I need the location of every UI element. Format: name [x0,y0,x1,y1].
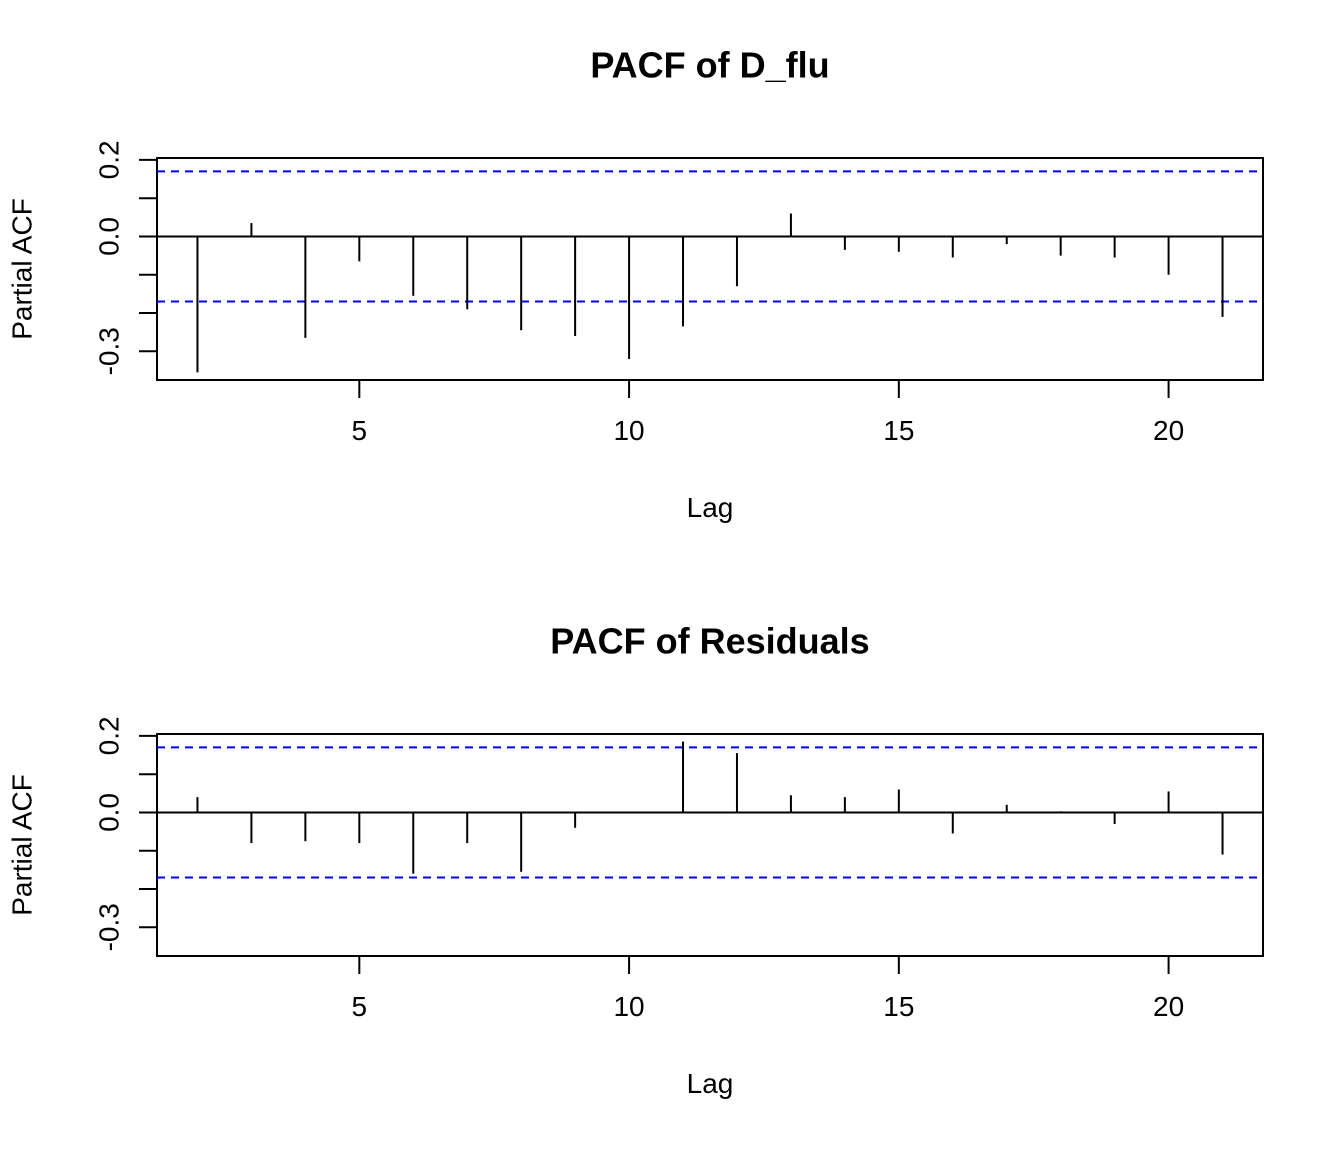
x-tick-label: 15 [883,415,914,446]
x-tick-label: 20 [1153,991,1184,1022]
x-axis-label: Lag [687,492,734,523]
x-axis-label: Lag [687,1068,734,1099]
plot-frame [156,733,1264,957]
plot-frame [156,157,1264,381]
y-tick-label: -0.3 [93,327,124,375]
pacf-panel-1: PACF of D_flu 5 10 15 20 -0.3 0.0 0.2 Lag Partial… [6,45,1264,523]
y-axis-label: Partial ACF [6,774,37,916]
y-tick-label: 0.2 [93,716,124,755]
pacf-panel-2: PACF of Residuals 5 10 15 20 -0.3 0.0 0.2 Lag Par… [6,621,1264,1099]
y-axis-label: Partial ACF [6,198,37,340]
x-tick-label: 10 [613,415,644,446]
y-tick-label: 0.0 [93,217,124,256]
x-tick-label: 10 [613,991,644,1022]
y-tick-label: 0.0 [93,793,124,832]
x-tick-label: 15 [883,991,914,1022]
y-tick-label: -0.3 [93,903,124,951]
chart-title: PACF of D_flu [590,45,829,86]
y-tick-label: 0.2 [93,140,124,179]
x-tick-label: 5 [352,991,368,1022]
x-tick-label: 5 [352,415,368,446]
chart-title: PACF of Residuals [550,621,869,662]
x-tick-label: 20 [1153,415,1184,446]
